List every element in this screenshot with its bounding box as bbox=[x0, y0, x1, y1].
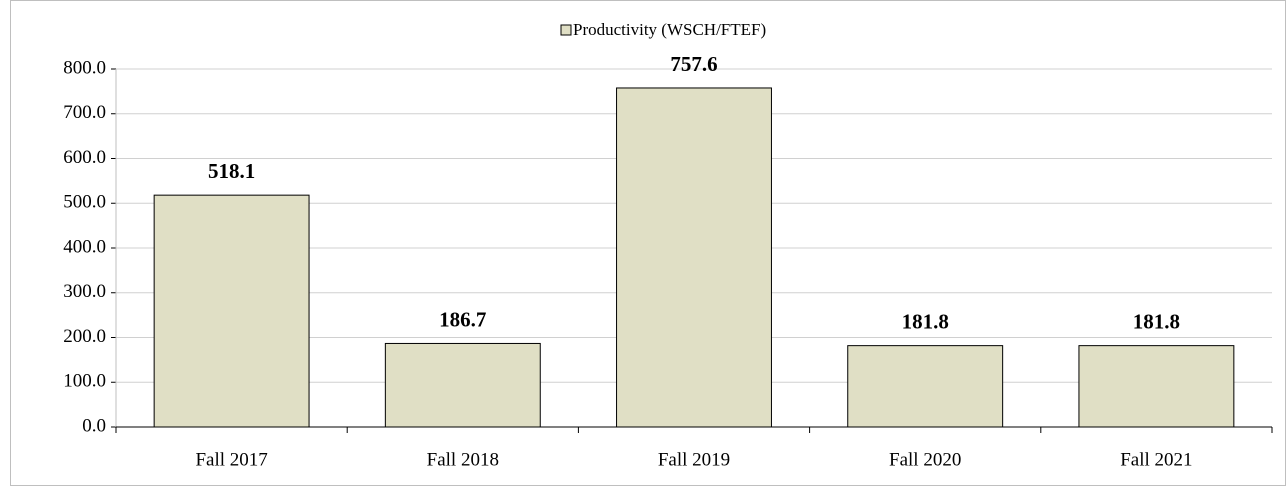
data-label: 518.1 bbox=[208, 159, 255, 183]
x-tick-label: Fall 2020 bbox=[889, 449, 961, 470]
y-tick-label: 600.0 bbox=[63, 147, 106, 168]
x-tick-label: Fall 2021 bbox=[1120, 449, 1192, 470]
bar bbox=[1078, 345, 1235, 428]
y-tick-label: 700.0 bbox=[63, 102, 106, 123]
legend-swatch bbox=[560, 24, 572, 36]
x-tick-label: Fall 2018 bbox=[427, 449, 499, 470]
legend-label: Productivity (WSCH/FTEF) bbox=[573, 20, 766, 39]
x-tick-label: Fall 2017 bbox=[195, 449, 267, 470]
x-tick-label: Fall 2019 bbox=[658, 449, 730, 470]
bar bbox=[847, 345, 1004, 428]
data-label: 181.8 bbox=[1133, 309, 1180, 333]
data-label: 186.7 bbox=[439, 307, 486, 331]
y-tick-label: 200.0 bbox=[63, 326, 106, 347]
y-tick-label: 400.0 bbox=[63, 236, 106, 257]
y-tick-label: 100.0 bbox=[63, 371, 106, 392]
y-tick-label: 0.0 bbox=[82, 415, 106, 436]
bar bbox=[616, 87, 772, 428]
y-tick-label: 500.0 bbox=[63, 192, 106, 213]
y-tick-label: 300.0 bbox=[63, 281, 106, 302]
bar bbox=[384, 342, 541, 428]
data-label: 181.8 bbox=[902, 309, 949, 333]
data-label: 757.6 bbox=[670, 52, 717, 76]
y-tick-label: 800.0 bbox=[63, 57, 106, 78]
bar bbox=[153, 194, 310, 428]
